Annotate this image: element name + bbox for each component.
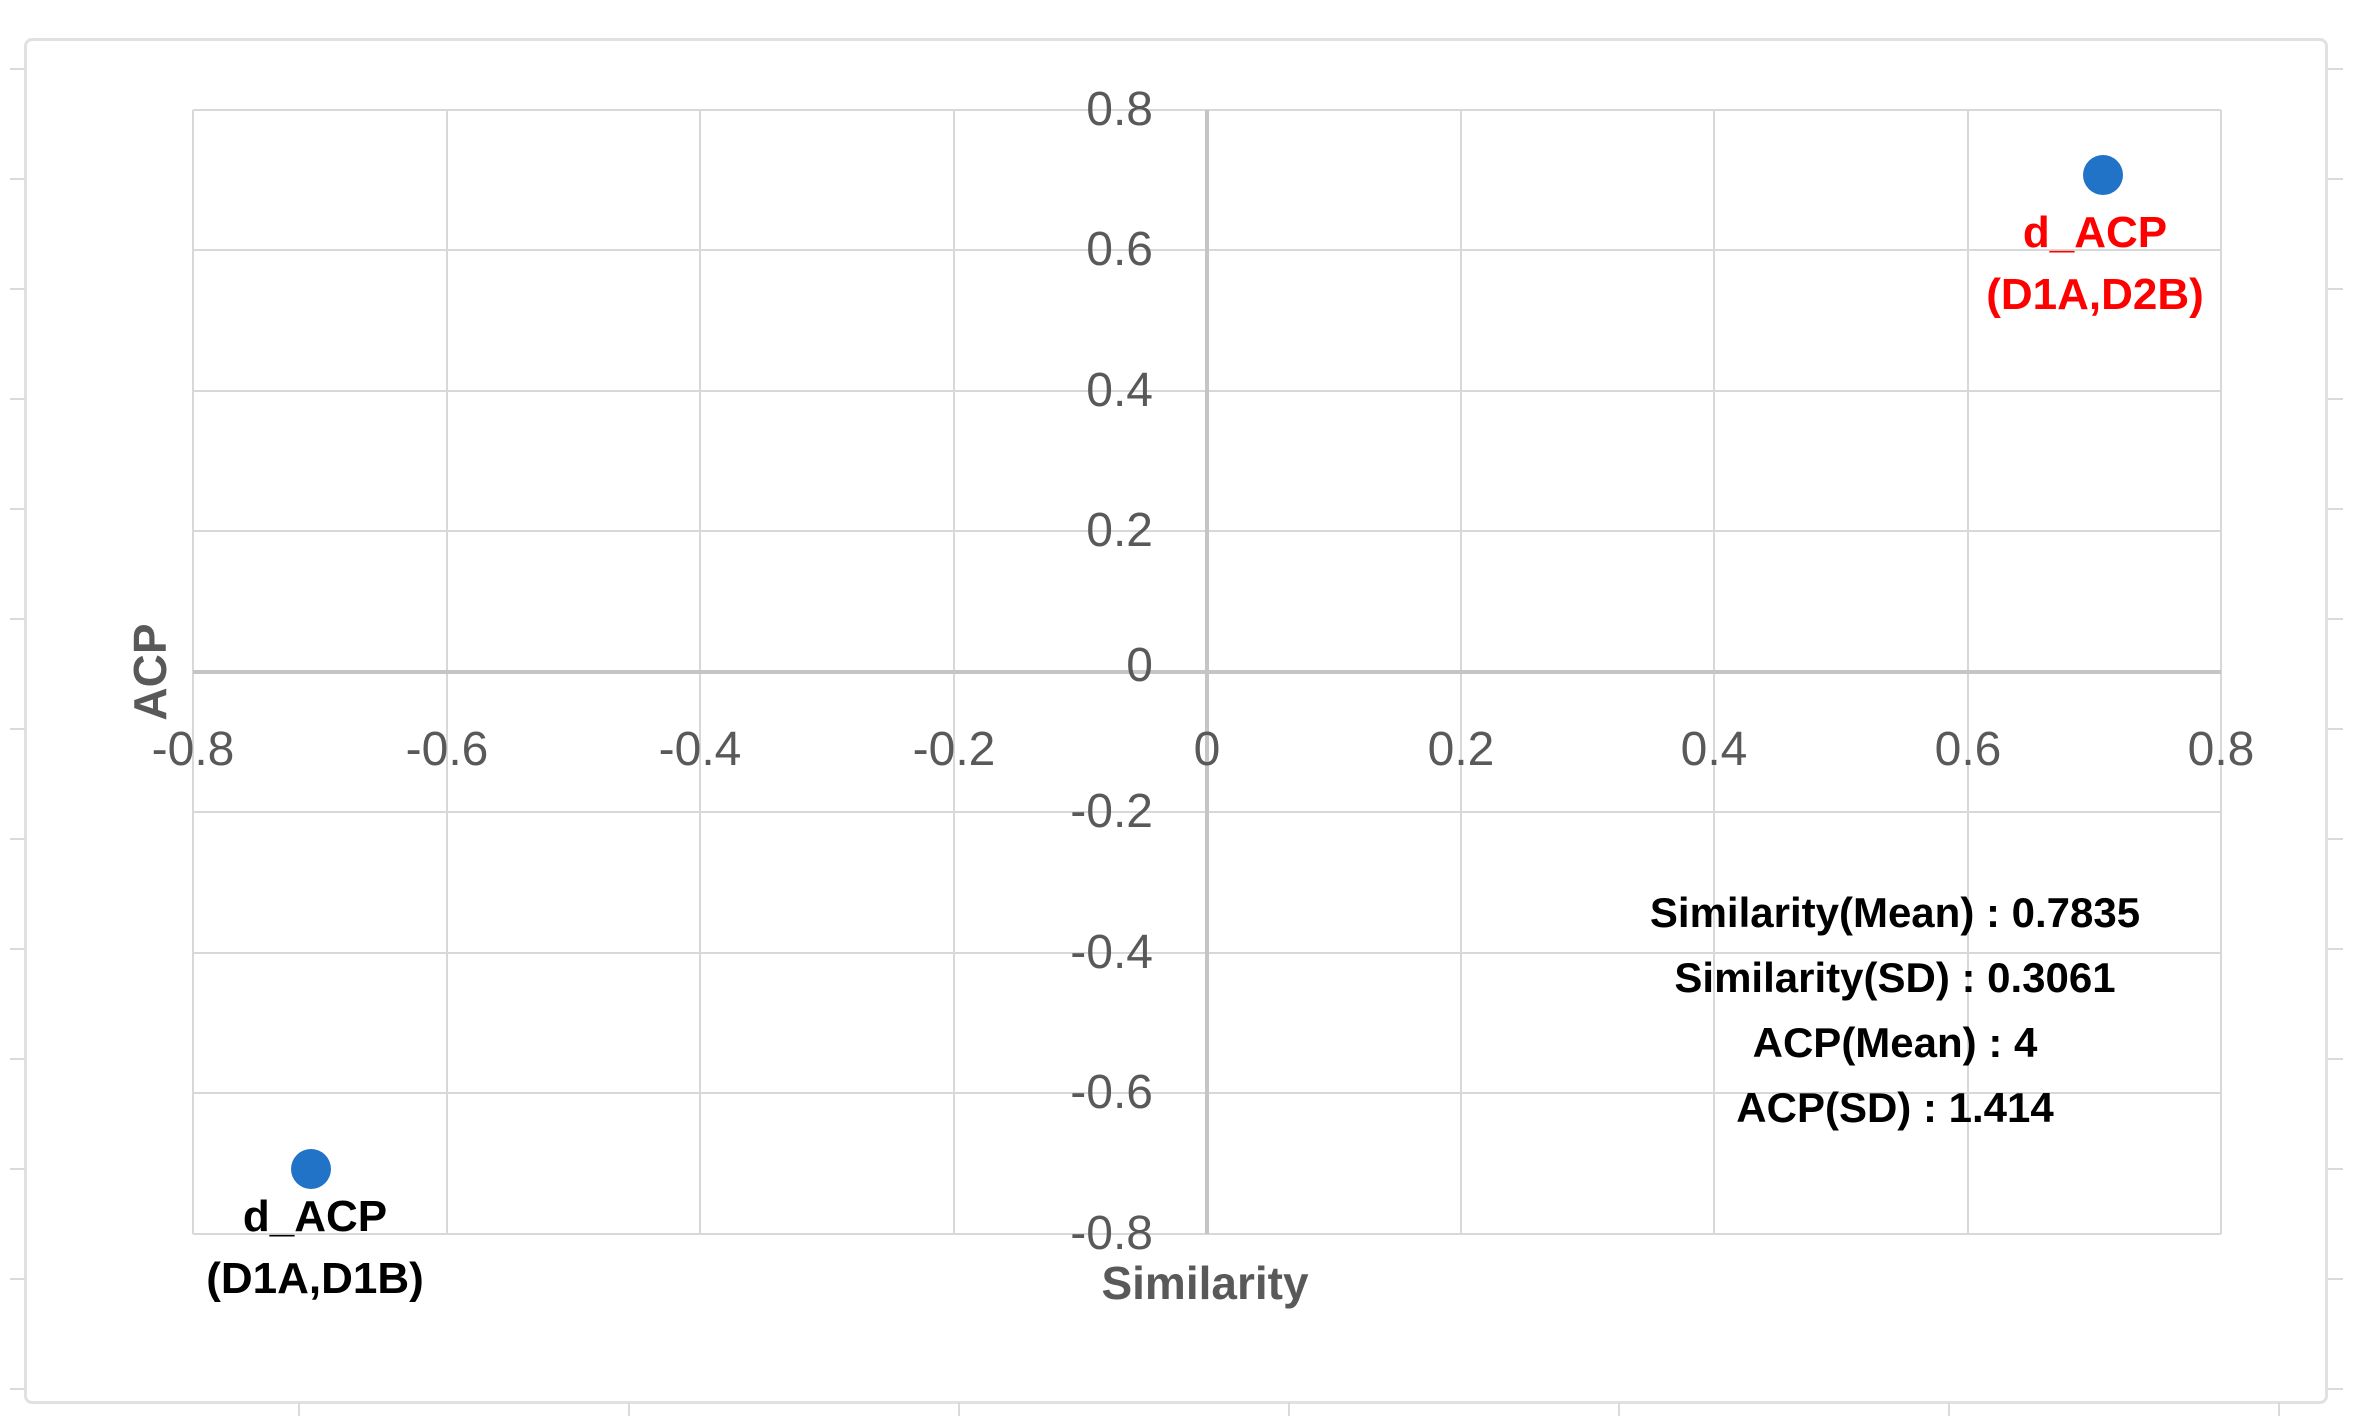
x-tick-label: -0.6 bbox=[405, 723, 489, 776]
x-tick-label: -0.4 bbox=[658, 723, 742, 776]
data-point-label: d_ACP (D1A,D2B) bbox=[1865, 202, 2325, 326]
data-point-label-line1: d_ACP bbox=[242, 1192, 388, 1241]
x-tick-label: -0.2 bbox=[912, 723, 996, 776]
stats-annotation: Similarity(Mean) : 0.7835 Similarity(SD)… bbox=[1545, 880, 2245, 1140]
x-tick-label: 0 bbox=[1193, 723, 1221, 776]
worksheet-gridline-stubs-right bbox=[2328, 68, 2343, 1398]
y-tick-label: 0.8 bbox=[1086, 83, 1153, 136]
zero-axis-lines bbox=[193, 110, 2221, 1234]
stats-line-acp-sd: ACP(SD) : 1.414 bbox=[1736, 1084, 2054, 1131]
data-point-marker[interactable] bbox=[2083, 155, 2123, 195]
stats-line-similarity-mean: Similarity(Mean) : 0.7835 bbox=[1649, 889, 2141, 936]
y-tick-label: -0.4 bbox=[1070, 926, 1153, 979]
worksheet-gridline-stubs-left bbox=[10, 68, 25, 1398]
data-point-marker[interactable] bbox=[291, 1149, 331, 1189]
data-point-label-line2: (D1A,D2B) bbox=[1986, 270, 2204, 319]
y-tick-label: 0.2 bbox=[1086, 504, 1153, 557]
data-point-label-line1: d_ACP bbox=[2022, 208, 2168, 257]
data-point-label: d_ACP (D1A,D1B) bbox=[85, 1186, 545, 1310]
y-tick-label: 0.6 bbox=[1086, 223, 1153, 276]
y-tick-label: 0 bbox=[1126, 639, 1153, 692]
y-axis-title: ACP bbox=[124, 623, 176, 721]
x-tick-label: 0.6 bbox=[1934, 723, 2002, 776]
x-tick-label: 0.2 bbox=[1427, 723, 1495, 776]
x-axis-title: Similarity bbox=[1101, 1257, 1309, 1309]
worksheet-gridline-stubs-bottom bbox=[298, 1402, 2308, 1416]
y-tick-label: -0.2 bbox=[1070, 785, 1153, 838]
x-tick-label: 0.8 bbox=[2187, 723, 2255, 776]
y-tick-label: -0.8 bbox=[1070, 1207, 1153, 1260]
data-point-label-line2: (D1A,D1B) bbox=[206, 1254, 424, 1303]
y-tick-label: 0.4 bbox=[1086, 364, 1153, 417]
y-tick-label: -0.6 bbox=[1070, 1066, 1153, 1119]
stats-line-acp-mean: ACP(Mean) : 4 bbox=[1752, 1019, 2038, 1066]
x-tick-label: -0.8 bbox=[151, 723, 235, 776]
chart-area-frame bbox=[24, 38, 2328, 1404]
stats-line-similarity-sd: Similarity(SD) : 0.3061 bbox=[1674, 954, 2116, 1001]
x-tick-label: 0.4 bbox=[1680, 723, 1748, 776]
